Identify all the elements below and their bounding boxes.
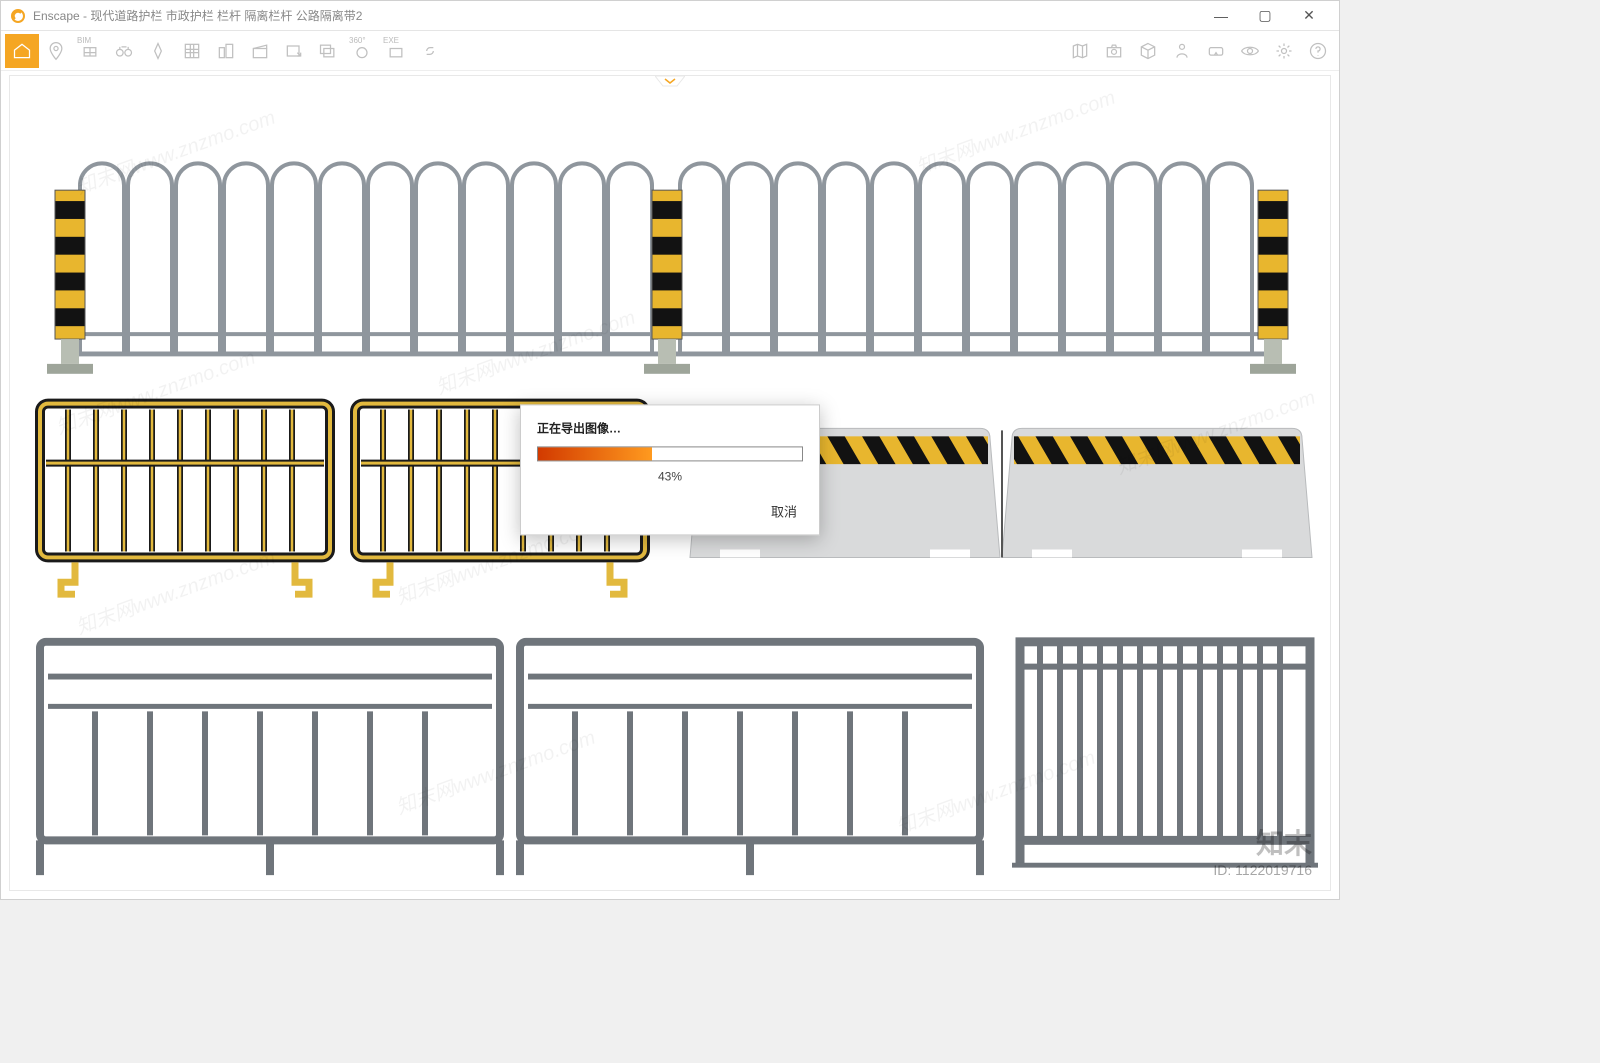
cancel-button[interactable]: 取消	[765, 497, 803, 524]
camera-button[interactable]	[1097, 34, 1131, 68]
buildings-button[interactable]	[209, 34, 243, 68]
minimize-button[interactable]: —	[1199, 2, 1243, 30]
image-export-button[interactable]	[277, 34, 311, 68]
clapper-button[interactable]	[243, 34, 277, 68]
person-button[interactable]	[1165, 34, 1199, 68]
progress-bar	[537, 446, 803, 461]
map-button[interactable]	[1063, 34, 1097, 68]
toolbar: BIM 360° EXE	[1, 31, 1339, 71]
binoculars-button[interactable]	[107, 34, 141, 68]
app-logo-icon	[9, 7, 27, 25]
window-title: Enscape - 现代道路护栏 市政护栏 栏杆 隔离栏杆 公路隔离带2	[33, 7, 362, 24]
export-dialog: 正在导出图像… 43% 取消	[520, 404, 820, 535]
titlebar: Enscape - 现代道路护栏 市政护栏 栏杆 隔离栏杆 公路隔离带2 — ▢…	[1, 1, 1339, 31]
close-button[interactable]: ✕	[1287, 2, 1331, 30]
maximize-button[interactable]: ▢	[1243, 2, 1287, 30]
compass-button[interactable]	[141, 34, 175, 68]
grid-button[interactable]	[175, 34, 209, 68]
gear-button[interactable]	[1267, 34, 1301, 68]
pano-button[interactable]: 360°	[345, 34, 379, 68]
dialog-title: 正在导出图像…	[537, 419, 803, 436]
image-batch-button[interactable]	[311, 34, 345, 68]
help-button[interactable]	[1301, 34, 1335, 68]
eye-button[interactable]	[1233, 34, 1267, 68]
app-window: Enscape - 现代道路护栏 市政护栏 栏杆 隔离栏杆 公路隔离带2 — ▢…	[0, 0, 1340, 900]
progress-percent: 43%	[537, 469, 803, 483]
progress-fill	[538, 447, 652, 460]
exe-button[interactable]: EXE	[379, 34, 413, 68]
brand-name: 知末	[1213, 822, 1312, 862]
home-button[interactable]	[5, 34, 39, 68]
bim-button[interactable]: BIM	[73, 34, 107, 68]
cube-button[interactable]	[1131, 34, 1165, 68]
vr-button[interactable]	[1199, 34, 1233, 68]
pin-button[interactable]	[39, 34, 73, 68]
brand-watermark: 知末 ID: 1122019716	[1213, 822, 1312, 878]
viewport[interactable]: 知末网www.znzmo.com 知末网www.znzmo.com 知末网www…	[9, 75, 1331, 891]
brand-id: ID: 1122019716	[1213, 862, 1312, 878]
link-button[interactable]	[413, 34, 447, 68]
